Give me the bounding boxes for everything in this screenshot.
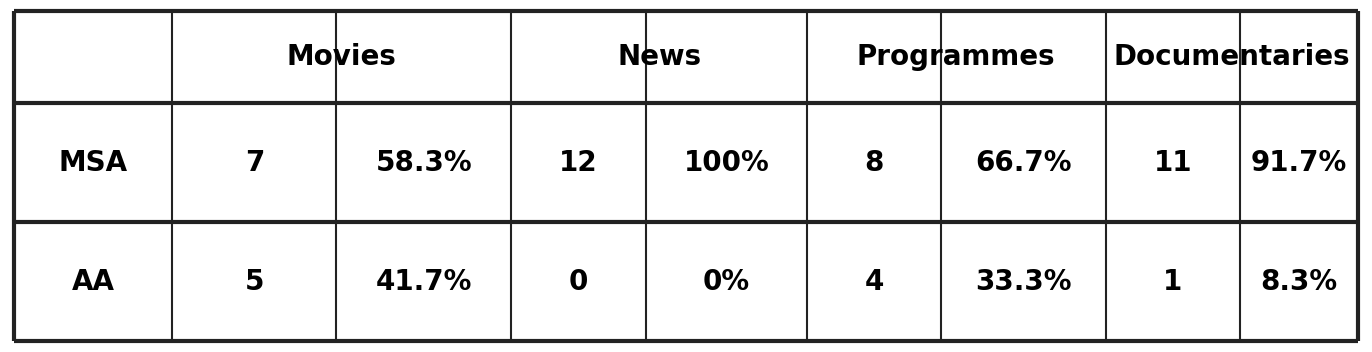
Text: 100%: 100% [683,149,770,177]
Text: 8: 8 [864,149,884,177]
Text: Programmes: Programmes [858,43,1055,71]
Text: 58.3%: 58.3% [376,149,472,177]
Text: 12: 12 [560,149,598,177]
Text: 91.7%: 91.7% [1251,149,1347,177]
Text: Documentaries: Documentaries [1114,43,1350,71]
Text: AA: AA [71,268,114,296]
Text: MSA: MSA [59,149,128,177]
Text: 7: 7 [244,149,263,177]
Text: 11: 11 [1154,149,1192,177]
Text: 1: 1 [1163,268,1183,296]
Text: 0%: 0% [702,268,750,296]
Text: News: News [617,43,701,71]
Text: 5: 5 [244,268,265,296]
Text: 0: 0 [569,268,589,296]
Text: 41.7%: 41.7% [376,268,472,296]
Text: 33.3%: 33.3% [975,268,1072,296]
Text: 8.3%: 8.3% [1261,268,1338,296]
Text: 66.7%: 66.7% [975,149,1072,177]
Text: Movies: Movies [287,43,397,71]
Text: 4: 4 [864,268,884,296]
